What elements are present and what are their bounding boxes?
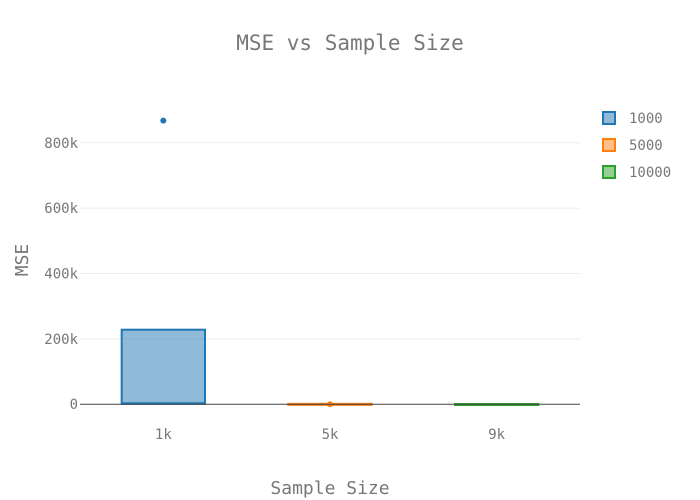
- legend-item-5000[interactable]: 5000: [602, 138, 663, 154]
- y-axis-ticks: 0 200k 400k 600k 800k: [44, 136, 78, 413]
- y-tick-label: 0: [70, 397, 78, 413]
- legend-label: 10000: [629, 165, 671, 181]
- x-axis-ticks: 1k 5k 9k: [155, 427, 506, 443]
- gridlines: [80, 142, 580, 340]
- legend-label: 5000: [629, 138, 663, 154]
- legend[interactable]: 1000 5000 10000: [602, 111, 671, 181]
- legend-swatch: [602, 165, 616, 179]
- y-tick-label: 200k: [44, 332, 78, 348]
- outlier-point[interactable]: [160, 117, 167, 124]
- y-tick-label: 800k: [44, 136, 78, 152]
- legend-item-1000[interactable]: 1000: [602, 111, 663, 127]
- chart-title: MSE vs Sample Size: [236, 31, 464, 55]
- y-tick-label: 400k: [44, 267, 78, 283]
- box-body[interactable]: [120, 328, 206, 405]
- box-1000[interactable]: [120, 117, 206, 405]
- legend-item-10000[interactable]: 10000: [602, 165, 671, 181]
- y-tick-label: 600k: [44, 201, 78, 217]
- legend-swatch: [602, 138, 616, 152]
- x-tick-label: 1k: [155, 427, 172, 443]
- legend-swatch: [602, 111, 616, 125]
- x-tick-label: 9k: [488, 427, 505, 443]
- y-axis-title: MSE: [12, 244, 33, 277]
- x-tick-label: 5k: [322, 427, 339, 443]
- box-plots: [120, 117, 540, 408]
- x-axis-title: Sample Size: [270, 478, 389, 499]
- legend-label: 1000: [629, 111, 663, 127]
